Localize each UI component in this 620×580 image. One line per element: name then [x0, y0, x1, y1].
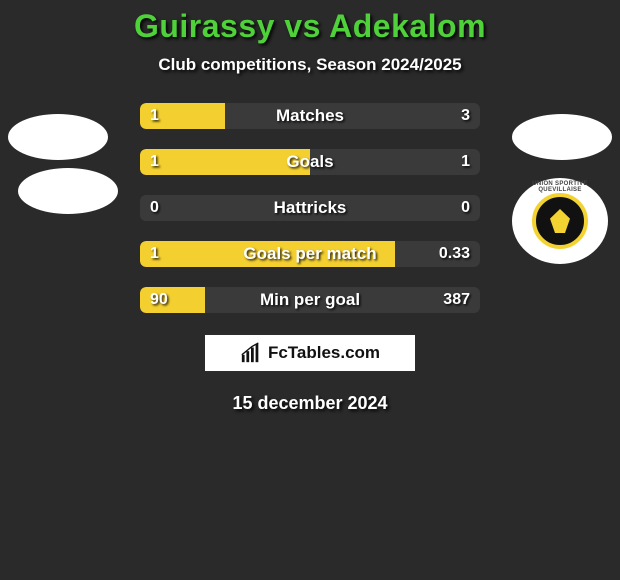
stat-label: Hattricks: [140, 195, 480, 221]
stat-bar-hattricks: 00Hattricks: [140, 195, 480, 221]
stat-label: Goals per match: [140, 241, 480, 267]
chart-icon: [240, 342, 262, 364]
comparison-card: Guirassy vs Adekalom Club competitions, …: [0, 0, 620, 580]
page-title: Guirassy vs Adekalom: [0, 8, 620, 45]
stat-bars: 13Matches 11Goals 00Hattricks 10.33Goals pe…: [0, 103, 620, 313]
stat-bar-min-per-goal: 90387Min per goal: [140, 287, 480, 313]
stat-bar-goals: 11Goals: [140, 149, 480, 175]
stat-bar-goals-per-match: 10.33Goals per match: [140, 241, 480, 267]
stat-bar-matches: 13Matches: [140, 103, 480, 129]
stat-label: Goals: [140, 149, 480, 175]
branding-badge: FcTables.com: [203, 333, 417, 373]
stat-label: Min per goal: [140, 287, 480, 313]
branding-text: FcTables.com: [268, 343, 380, 363]
stat-label: Matches: [140, 103, 480, 129]
subtitle: Club competitions, Season 2024/2025: [0, 55, 620, 75]
date-label: 15 december 2024: [0, 393, 620, 414]
